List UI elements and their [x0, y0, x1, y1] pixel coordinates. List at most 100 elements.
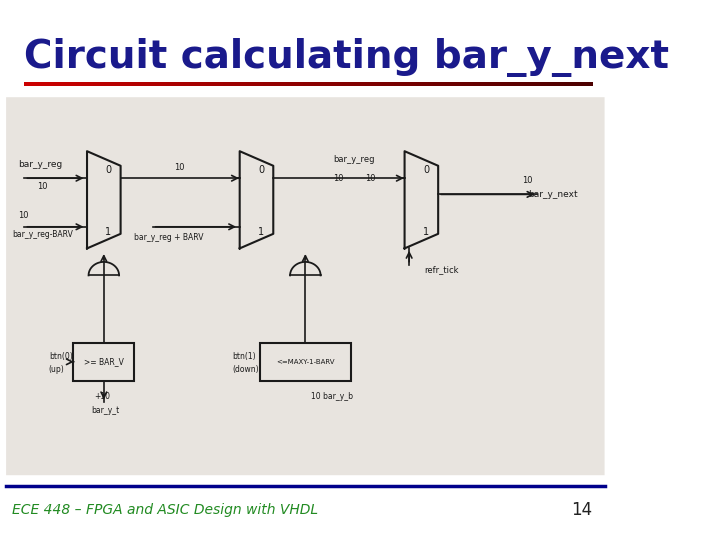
Bar — [365, 82, 372, 86]
Bar — [490, 82, 496, 86]
Bar — [127, 82, 133, 86]
Bar — [479, 82, 485, 86]
Bar — [371, 82, 377, 86]
Bar — [456, 82, 462, 86]
Bar — [530, 82, 536, 86]
Text: <=MAXY-1-BARV: <=MAXY-1-BARV — [276, 359, 335, 365]
Bar — [58, 82, 65, 86]
Bar — [98, 82, 104, 86]
Bar — [502, 82, 508, 86]
Text: btn(0): btn(0) — [49, 352, 73, 361]
Bar — [558, 82, 564, 86]
Text: +10: +10 — [94, 393, 111, 401]
Bar — [575, 82, 582, 86]
Bar — [263, 82, 269, 86]
Text: bar_y_reg-BARV: bar_y_reg-BARV — [12, 231, 73, 239]
Text: refr_tick: refr_tick — [424, 266, 459, 274]
Bar — [439, 82, 445, 86]
Bar — [155, 82, 161, 86]
Bar — [149, 82, 156, 86]
Bar — [286, 82, 292, 86]
Text: bar_y_reg: bar_y_reg — [18, 160, 63, 169]
Text: bar_y_next: bar_y_next — [528, 190, 578, 199]
Bar — [184, 82, 190, 86]
Text: (up): (up) — [49, 366, 65, 374]
Bar — [109, 82, 116, 86]
Bar — [377, 82, 383, 86]
Bar — [405, 82, 411, 86]
Text: Circuit calculating bar_y_next: Circuit calculating bar_y_next — [24, 38, 670, 77]
Bar — [115, 82, 122, 86]
Bar — [217, 82, 224, 86]
Bar — [564, 82, 570, 86]
Bar — [320, 82, 326, 86]
Bar — [400, 82, 405, 86]
Bar — [166, 82, 173, 86]
Text: 10: 10 — [365, 174, 375, 183]
Text: 0: 0 — [423, 165, 429, 175]
Bar — [240, 82, 246, 86]
Text: 0: 0 — [105, 165, 112, 175]
Bar — [280, 82, 287, 86]
Bar — [382, 82, 389, 86]
Bar — [212, 82, 218, 86]
Bar — [485, 82, 491, 86]
Text: bar_y_reg: bar_y_reg — [333, 155, 374, 164]
Bar — [359, 82, 366, 86]
Bar — [81, 82, 88, 86]
Bar — [302, 82, 309, 86]
Bar — [36, 82, 42, 86]
Bar — [388, 82, 394, 86]
Bar — [325, 82, 332, 86]
Text: ECE 448 – FPGA and ASIC Design with VHDL: ECE 448 – FPGA and ASIC Design with VHDL — [12, 503, 318, 517]
Text: 1: 1 — [423, 227, 429, 237]
Bar — [257, 82, 264, 86]
Bar — [87, 82, 93, 86]
Text: (down): (down) — [232, 366, 258, 374]
Bar — [433, 82, 440, 86]
Bar — [308, 82, 315, 86]
Text: 10: 10 — [333, 174, 343, 183]
Bar — [410, 82, 417, 86]
Text: 0: 0 — [258, 165, 264, 175]
Bar — [229, 82, 235, 86]
Bar — [206, 82, 212, 86]
Bar — [348, 82, 354, 86]
Bar — [195, 82, 201, 86]
Bar — [422, 82, 428, 86]
FancyBboxPatch shape — [6, 97, 605, 475]
Bar — [445, 82, 451, 86]
Bar — [53, 82, 59, 86]
Bar — [93, 82, 99, 86]
Bar — [467, 82, 474, 86]
Bar — [259, 343, 351, 381]
Bar — [132, 82, 139, 86]
Bar — [536, 82, 542, 86]
Bar — [70, 82, 76, 86]
Text: 10 bar_y_b: 10 bar_y_b — [312, 393, 354, 401]
Text: 14: 14 — [571, 501, 593, 519]
Bar — [73, 343, 135, 381]
Bar — [581, 82, 588, 86]
Bar — [553, 82, 559, 86]
Bar — [172, 82, 179, 86]
Bar — [416, 82, 423, 86]
Bar — [235, 82, 241, 86]
Bar — [64, 82, 71, 86]
Bar — [47, 82, 53, 86]
Bar — [42, 82, 48, 86]
Text: 1: 1 — [105, 227, 112, 237]
Bar — [121, 82, 127, 86]
Bar — [297, 82, 303, 86]
Text: 10: 10 — [37, 182, 47, 191]
Bar — [161, 82, 167, 86]
Bar — [513, 82, 519, 86]
Bar — [518, 82, 525, 86]
Bar — [223, 82, 230, 86]
Bar — [251, 82, 258, 86]
Bar — [428, 82, 434, 86]
Bar — [76, 82, 82, 86]
Bar — [507, 82, 513, 86]
Bar — [144, 82, 150, 86]
Bar — [138, 82, 144, 86]
